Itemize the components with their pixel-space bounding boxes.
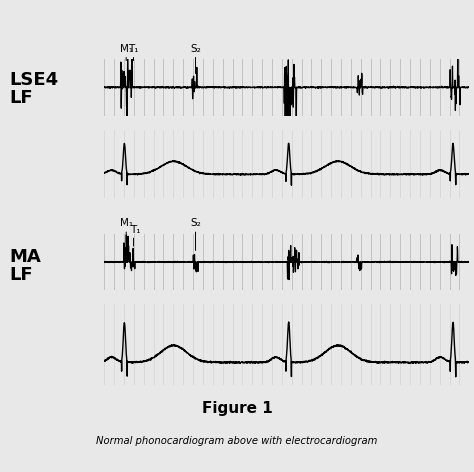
Text: LSE4: LSE4 xyxy=(9,71,59,89)
Text: MA: MA xyxy=(9,248,41,266)
Text: M₁: M₁ xyxy=(119,43,133,53)
Text: Normal phonocardiogram above with electrocardiogram: Normal phonocardiogram above with electr… xyxy=(96,436,378,447)
Text: Figure 1: Figure 1 xyxy=(201,401,273,416)
Text: T₁: T₁ xyxy=(128,43,139,53)
Text: LF: LF xyxy=(9,266,33,284)
Text: T₁: T₁ xyxy=(130,225,141,235)
Text: LF: LF xyxy=(9,89,33,107)
Text: M₁: M₁ xyxy=(119,218,133,228)
Text: S₂: S₂ xyxy=(190,218,201,228)
Text: S₂: S₂ xyxy=(190,43,201,53)
